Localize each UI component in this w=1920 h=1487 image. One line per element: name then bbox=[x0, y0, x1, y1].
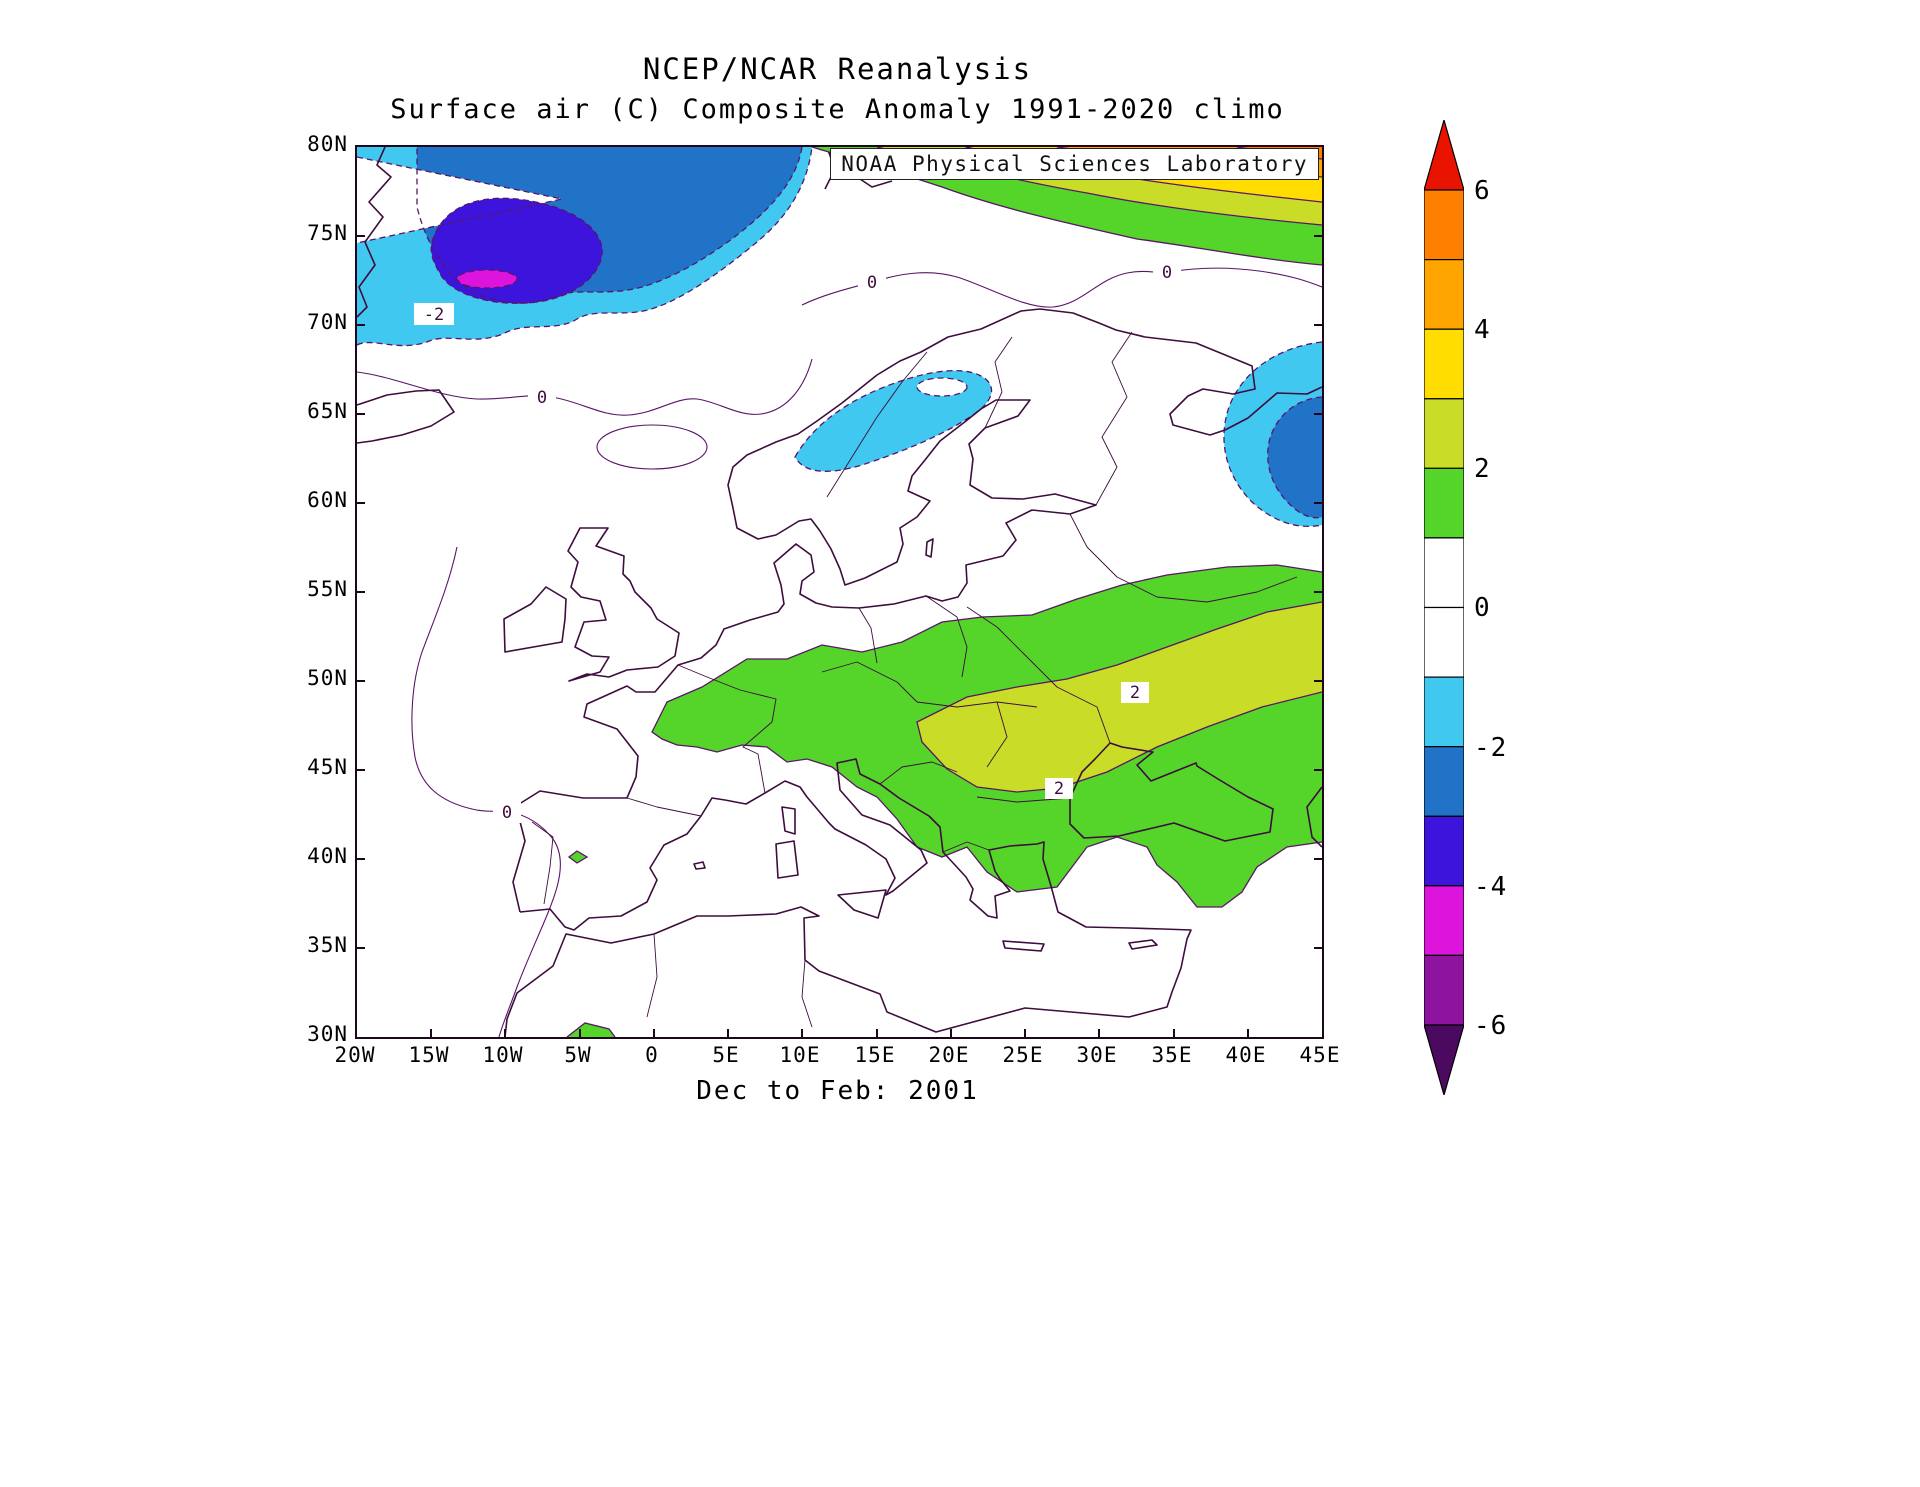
map-plot-area: -2 0 0 0 0 2 2 NOAA Physical Sciences La… bbox=[355, 145, 1324, 1039]
contour-label-zero-c: 0 bbox=[867, 273, 877, 293]
contour-lines bbox=[357, 147, 1322, 1037]
colorbar-tick-6: 6 bbox=[1474, 176, 1491, 206]
lat-tick-50n: 50N bbox=[307, 666, 348, 690]
fill-iberia-speck bbox=[569, 851, 587, 863]
lon-tick-45e: 45E bbox=[1299, 1043, 1341, 1067]
fill-near-zero-wedge-white bbox=[357, 157, 562, 243]
lat-tick-60n: 60N bbox=[307, 488, 348, 512]
colorbar-tick-4: 4 bbox=[1474, 315, 1491, 345]
contour-label-two-b: 2 bbox=[1054, 779, 1064, 799]
country-borders bbox=[531, 331, 1298, 1028]
colorbar-bottom-arrow bbox=[1424, 1024, 1464, 1095]
period-label: Dec to Feb: 2001 bbox=[696, 1076, 979, 1106]
lon-tick-35e: 35E bbox=[1151, 1043, 1193, 1067]
colorbar-seg-5-6 bbox=[1424, 189, 1464, 261]
lat-tick-40n: 40N bbox=[307, 844, 348, 868]
colorbar-seg-0-1 bbox=[1424, 537, 1464, 609]
lat-tick-80n: 80N bbox=[307, 132, 348, 156]
lon-tick-40e: 40E bbox=[1225, 1043, 1267, 1067]
lon-tick-5w: 5W bbox=[564, 1043, 592, 1067]
colorbar bbox=[1424, 120, 1464, 1095]
lat-tick-75n: 75N bbox=[307, 221, 348, 245]
lat-tick-45n: 45N bbox=[307, 755, 348, 779]
coastlines bbox=[357, 147, 1322, 1037]
contour-label-two-a: 2 bbox=[1130, 683, 1140, 703]
colorbar-seg-3-4 bbox=[1424, 328, 1464, 400]
contour-label-zero-a: 0 bbox=[537, 388, 547, 408]
anomaly-map: -2 0 0 0 0 2 2 bbox=[357, 147, 1322, 1037]
colorbar-seg-2-3 bbox=[1424, 398, 1464, 469]
lon-tick-15w: 15W bbox=[408, 1043, 450, 1067]
colorbar-tick-2: 2 bbox=[1474, 454, 1491, 484]
colorbar-seg-n1-0 bbox=[1424, 606, 1464, 678]
lon-tick-0: 0 bbox=[645, 1043, 659, 1067]
lon-tick-10w: 10W bbox=[482, 1043, 524, 1067]
lon-tick-20w: 20W bbox=[334, 1043, 376, 1067]
lon-tick-15e: 15E bbox=[854, 1043, 896, 1067]
colorbar-tick-0: 0 bbox=[1474, 593, 1491, 623]
contour-value-labels: -2 0 0 0 0 2 2 bbox=[414, 262, 1181, 823]
fill-greenland-sea-magenta bbox=[457, 270, 517, 288]
lon-tick-5e: 5E bbox=[712, 1043, 740, 1067]
lat-tick-70n: 70N bbox=[307, 310, 348, 334]
colorbar-seg-n4-n3 bbox=[1424, 815, 1464, 887]
colorbar-seg-4-5 bbox=[1424, 259, 1464, 330]
lat-tick-65n: 65N bbox=[307, 399, 348, 423]
noaa-watermark: NOAA Physical Sciences Laboratory bbox=[830, 148, 1319, 180]
contour-label-neg2: -2 bbox=[424, 305, 444, 325]
colorbar-seg-n3-n2 bbox=[1424, 746, 1464, 817]
contour-label-zero-d: 0 bbox=[1162, 263, 1172, 283]
colorbar-tick-n6: -6 bbox=[1474, 1011, 1508, 1041]
lon-tick-25e: 25E bbox=[1002, 1043, 1044, 1067]
colorbar-tick-n2: -2 bbox=[1474, 733, 1508, 763]
figure-subtitle: Surface air (C) Composite Anomaly 1991-2… bbox=[390, 94, 1285, 125]
fill-barents-blue bbox=[1267, 397, 1322, 518]
figure-title: NCEP/NCAR Reanalysis bbox=[642, 52, 1033, 86]
contour-label-zero-b: 0 bbox=[502, 803, 512, 823]
lat-tick-30n: 30N bbox=[307, 1022, 348, 1046]
colorbar-seg-n2-n1 bbox=[1424, 676, 1464, 748]
lon-tick-20e: 20E bbox=[928, 1043, 970, 1067]
colorbar-tick-n4: -4 bbox=[1474, 872, 1508, 902]
negative-contours bbox=[357, 147, 1322, 528]
axis-ticks bbox=[357, 235, 1322, 1037]
lon-tick-10e: 10E bbox=[779, 1043, 821, 1067]
lat-tick-55n: 55N bbox=[307, 577, 348, 601]
colorbar-seg-1-2 bbox=[1424, 467, 1464, 539]
colorbar-top-arrow bbox=[1424, 120, 1464, 191]
lat-tick-35n: 35N bbox=[307, 933, 348, 957]
colorbar-seg-n6-n5 bbox=[1424, 954, 1464, 1026]
colorbar-seg-n5-n4 bbox=[1424, 885, 1464, 956]
fill-europe-yellow-green bbox=[917, 602, 1322, 792]
fill-norway-white-oval bbox=[917, 378, 967, 396]
lon-tick-30e: 30E bbox=[1076, 1043, 1118, 1067]
